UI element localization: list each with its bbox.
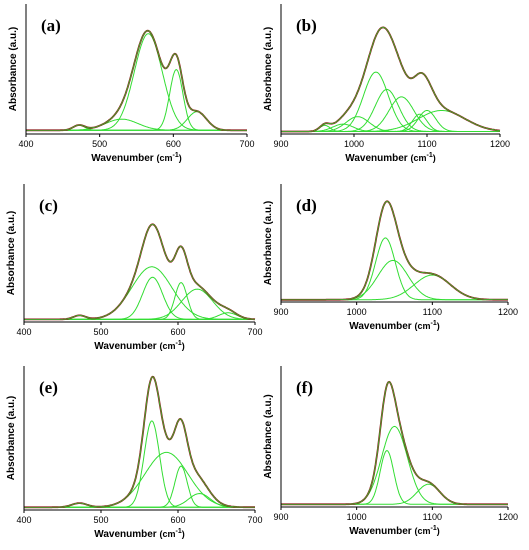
- component-curves: [24, 420, 255, 508]
- x-tick-label: 1100: [423, 307, 442, 317]
- measured-spectrum-line: [281, 200, 508, 301]
- component-curves: [24, 266, 255, 320]
- x-tick-label: 1200: [498, 512, 518, 522]
- x-tick-label: 500: [93, 327, 108, 337]
- panel-label: (a): [41, 16, 61, 35]
- component-curve-2: [24, 420, 255, 508]
- x-tick-label: 600: [170, 515, 185, 525]
- x-tick-label: 400: [16, 515, 31, 525]
- panel-d: 900 1000 1100 1200 Wavenumber (cm-1) Absorban…: [263, 184, 518, 332]
- x-axis-title: Wavenumber (cm-1): [345, 152, 435, 164]
- measured-spectrum-line: [26, 29, 247, 132]
- component-curve-2: [281, 259, 508, 301]
- x-axis-title: Wavenumber (cm-1): [349, 525, 439, 537]
- component-curve-3: [281, 274, 508, 301]
- x-tick-label: 700: [247, 515, 262, 525]
- component-curve-4: [281, 71, 500, 132]
- panel-b: 900 1000 1100 1200 Wavenumber (cm-1) Absorban…: [263, 4, 510, 164]
- component-curve-5: [26, 111, 247, 131]
- x-tick-label: 900: [273, 512, 288, 522]
- fitted-envelope-line: [24, 223, 256, 320]
- x-tick-label: 500: [93, 515, 108, 525]
- component-curve-7: [281, 113, 500, 132]
- x-tick-label: 700: [239, 139, 254, 149]
- x-axis-title: Wavenumber (cm-1): [349, 320, 439, 332]
- x-tick-label: 1000: [347, 307, 367, 317]
- component-curve-3: [24, 276, 255, 320]
- measured-spectrum-line: [281, 26, 501, 133]
- measured-spectrum-line: [24, 375, 255, 509]
- component-curve-3: [281, 483, 508, 505]
- y-axis-title: Absorbance (a.u.): [263, 201, 274, 285]
- component-curve-9: [281, 110, 501, 132]
- component-curves: [281, 425, 508, 505]
- y-axis-title: Absorbance (a.u.): [6, 396, 17, 480]
- component-curves: [26, 33, 247, 131]
- y-axis-title: Absorbance (a.u.): [6, 211, 17, 295]
- component-curve-2: [24, 266, 255, 320]
- x-tick-label: 900: [273, 139, 288, 149]
- y-axis-title: Absorbance (a.u.): [8, 27, 19, 111]
- x-tick-label: 1100: [423, 512, 442, 522]
- component-curve-5: [281, 88, 500, 132]
- component-curve-2: [281, 425, 508, 505]
- x-axis-title: Wavenumber (cm-1): [94, 528, 184, 540]
- fitted-envelope-line: [281, 27, 501, 132]
- x-tick-label: 1000: [347, 512, 367, 522]
- component-curve-8: [281, 110, 500, 132]
- fitted-envelope-line: [26, 30, 247, 131]
- component-curve-5: [24, 492, 255, 508]
- fitted-envelope-line: [281, 381, 508, 505]
- x-tick-label: 400: [18, 139, 33, 149]
- x-axis-title: Wavenumber (cm-1): [91, 152, 181, 164]
- x-axis-title: Wavenumber (cm-1): [94, 340, 184, 352]
- measured-spectrum-line: [281, 380, 508, 506]
- x-tick-label: 500: [92, 139, 107, 149]
- component-curves: [281, 71, 501, 132]
- x-tick-label: 600: [166, 139, 181, 149]
- fitted-envelope-line: [24, 376, 255, 508]
- panel-a: 400 500 600 700 Wavenumber (cm-1) Absorbance …: [8, 4, 255, 164]
- panel-label: (e): [39, 378, 58, 397]
- panel-label: (c): [39, 196, 58, 215]
- component-curve-2: [26, 118, 247, 131]
- component-curve-3: [26, 33, 247, 131]
- component-curve-1: [281, 237, 508, 301]
- component-curves: [281, 237, 508, 301]
- x-tick-label: 400: [16, 327, 31, 337]
- panel-label: (d): [296, 196, 317, 215]
- y-axis-title: Absorbance (a.u.): [263, 394, 274, 478]
- component-curve-1: [281, 450, 508, 505]
- x-tick-label: 1200: [498, 307, 518, 317]
- x-tick-label: 1000: [344, 139, 364, 149]
- y-axis-title: Absorbance (a.u.): [263, 27, 274, 111]
- fitted-envelope-line: [281, 200, 508, 301]
- panel-e: 400 500 600 700 Wavenumber (cm-1) Absorbance …: [6, 366, 263, 540]
- x-tick-label: 600: [170, 327, 185, 337]
- x-tick-label: 1100: [417, 139, 436, 149]
- panel-c: 400 500 600 700 Wavenumber (cm-1) Absorbance …: [6, 184, 263, 352]
- component-curve-6: [24, 312, 255, 320]
- x-tick-label: 1200: [490, 139, 510, 149]
- panel-f: 900 1000 1100 1200 Wavenumber (cm-1) Absorban…: [263, 366, 518, 537]
- component-curve-4: [26, 69, 247, 131]
- x-tick-label: 900: [273, 307, 288, 317]
- panel-label: (b): [296, 16, 317, 35]
- panel-label: (f): [296, 378, 313, 397]
- component-curve-4: [24, 465, 255, 508]
- x-tick-label: 700: [247, 327, 262, 337]
